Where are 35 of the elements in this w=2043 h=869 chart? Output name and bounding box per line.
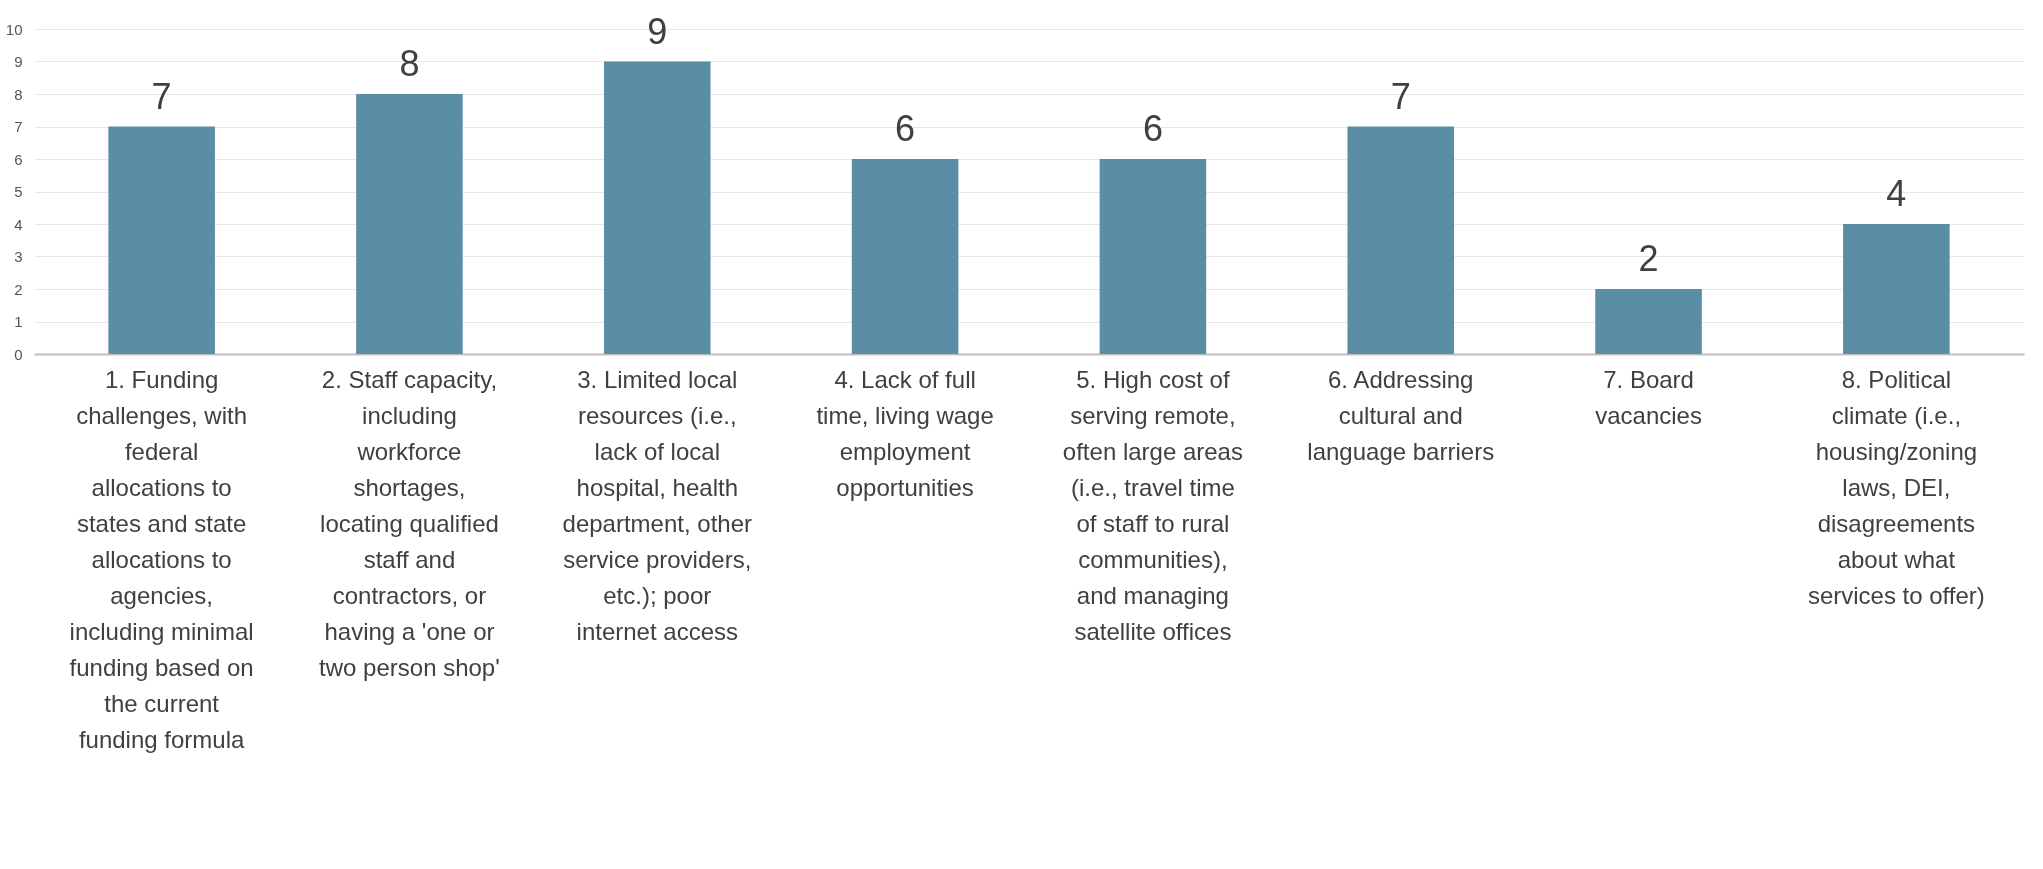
data-label: 7 [151,75,172,117]
y-tick-label: 6 [14,150,23,168]
x-tick-label: 8. Political climate (i.e., housing/zoning laws, DEI, disagreements about what services to offer) [1807,365,1985,609]
data-label: 4 [1886,173,1907,214]
y-tick-label: 5 [14,183,23,200]
bar [1595,289,1702,354]
y-tick-label: 1 [14,313,23,330]
bar [1843,224,1950,354]
data-label: 7 [1390,75,1411,117]
bar [1347,126,1455,354]
category-label: 2. Staff capacity, including workforce shortages, locating qualified staff and contractors, or having a 'one or two person shop' [319,365,500,681]
y-tick-label: 0 [14,345,23,363]
bar [851,159,959,354]
bar [356,94,463,354]
y-tick-label: 8 [14,85,23,103]
y-tick-label: 9 [14,53,23,70]
bar [108,126,215,354]
category-label: 1. Funding challenges, with federal allocations to states and state allocations to agencies, including minimal funding based on the current funding formula [69,365,254,753]
data-label: 2 [1638,238,1659,279]
x-tick-label: 5. High cost of serving remote, often large areas (i.e., travel time of staff to rural communities), and managing satellite offices [1062,365,1243,645]
x-tick-label: 6. Addressing cultural and language barriers [1307,365,1495,465]
y-tick-label: 3 [14,248,23,265]
x-tick-label: 3. Limited local resources (i.e., lack of local hospital, health department, other service providers, etc.); poor internet access [562,365,752,645]
y-tick-label: 7 [14,118,23,135]
x-tick-label: 7. Board vacancies [1595,365,1702,429]
data-label: 9 [647,10,668,52]
data-label: 6 [1142,108,1163,149]
data-label: 8 [399,43,420,84]
y-tick-label: 4 [14,215,23,233]
x-tick-label: 4. Lack of full time, living wage employment opportunities [816,365,994,501]
y-tick-label: 2 [14,280,23,298]
bar [603,61,711,354]
y-tick-label: 10 [5,20,23,38]
bar [1099,159,1207,354]
data-label: 6 [895,108,916,149]
